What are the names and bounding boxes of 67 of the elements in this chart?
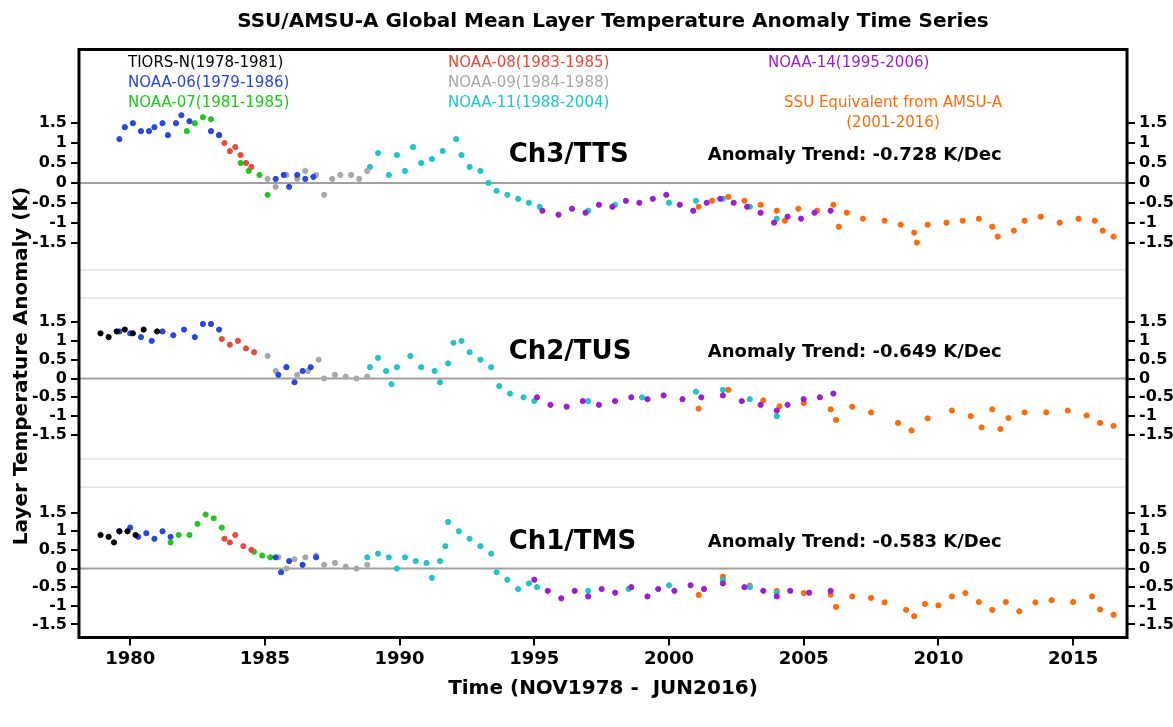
y2-tick-label: 0: [1139, 172, 1151, 192]
text: NOAA-14(1995-2006): [768, 52, 930, 72]
x-tick-label: 1995: [509, 646, 560, 668]
annotation: Anomaly Trend: -0.649 K/Dec: [707, 339, 1002, 361]
x-tick-label: 2015: [1048, 646, 1099, 668]
text: NOAA-09(1984-1988): [448, 72, 610, 92]
y-tick-label: -1: [49, 211, 67, 231]
y-tick-label: -1.5: [32, 424, 67, 444]
y-tick-label: 0.5: [38, 348, 67, 368]
y2-tick-label: -1.5: [1139, 613, 1173, 633]
y-tick-label: 1.5: [38, 112, 67, 132]
y2-tick-label: -1: [1139, 211, 1157, 231]
y2-tick-label: -1: [1139, 405, 1157, 425]
y2-tick-label: 1.5: [1139, 501, 1168, 521]
annotation: Anomaly Trend: -0.583 K/Dec: [707, 530, 1002, 552]
chart-title: SSU/AMSU-A Global Mean Layer Temperature Anomaly Time Series: [236, 8, 990, 34]
y-tick-label: 0: [55, 367, 67, 387]
text: NOAA-08(1983-1985): [448, 52, 610, 72]
y2-tick-label: 0: [1139, 557, 1151, 577]
y-tick-label: 1: [55, 520, 67, 540]
y-tick-label: 0.5: [38, 539, 67, 559]
y-tick-label: -0.5: [32, 576, 67, 596]
y2-tick-label: 0.5: [1139, 348, 1168, 368]
legend-label: TIORS-N(1978-1981): [128, 52, 284, 72]
annotation: Ch2/TUS: [508, 334, 632, 365]
annotation: Ch3/TTS: [508, 137, 629, 168]
y-tick-label: -1.5: [32, 231, 67, 251]
y-tick-label: 1: [55, 330, 67, 350]
y2-tick-label: 1.5: [1139, 311, 1168, 331]
x-tick-label: 1985: [239, 646, 290, 668]
y-tick-label: 0: [55, 557, 67, 577]
y2-tick-label: 1.5: [1139, 112, 1168, 132]
y-tick-label: -1: [49, 594, 67, 614]
y-tick-label: 1.5: [38, 501, 67, 521]
y-tick-label: 0.5: [38, 152, 67, 172]
text: NOAA-06(1979-1986): [128, 72, 290, 92]
y-tick-label: -1: [49, 405, 67, 425]
y2-tick-label: -1: [1139, 594, 1157, 614]
x-tick-label: 2005: [778, 646, 829, 668]
y-axis-title: Layer Temperature Anomaly (K): [8, 186, 32, 546]
y-tick-label: -0.5: [32, 386, 67, 406]
y-tick-label: 0: [55, 172, 67, 192]
y2-tick-label: 1: [1139, 132, 1151, 152]
text: NOAA-11(1988-2004): [448, 92, 610, 113]
x-tick-label: 2000: [643, 646, 695, 668]
y-tick-label: -1.5: [32, 613, 67, 633]
x-tick-label: 2010: [913, 646, 964, 668]
y2-tick-label: -1.5: [1139, 231, 1173, 251]
y2-tick-label: -0.5: [1139, 191, 1173, 211]
y2-tick-label: 1: [1139, 330, 1151, 350]
y2-tick-label: -0.5: [1139, 386, 1173, 406]
annotation: Anomaly Trend: -0.728 K/Dec: [707, 142, 1002, 164]
x-tick-label: 1980: [105, 646, 156, 668]
y-tick-label: -0.5: [32, 191, 67, 211]
y2-tick-label: 1: [1139, 520, 1151, 540]
y2-tick-label: -0.5: [1139, 576, 1173, 596]
x-axis-title: Time (NOV1978 - JUN2016): [448, 675, 758, 700]
annotation: Ch1/TMS: [508, 525, 637, 556]
y-tick-label: 1: [55, 132, 67, 152]
y2-tick-label: -1.5: [1139, 424, 1173, 444]
text: SSU Equivalent from AMSU-A (2001-2016): [783, 92, 1003, 132]
y2-tick-label: 0: [1139, 367, 1151, 387]
y-tick-label: 1.5: [38, 311, 67, 331]
y2-tick-label: 0.5: [1139, 152, 1168, 172]
x-tick-label: 1990: [374, 646, 425, 668]
text: NOAA-07(1981-1985): [128, 92, 290, 113]
y2-tick-label: 0.5: [1139, 539, 1168, 559]
